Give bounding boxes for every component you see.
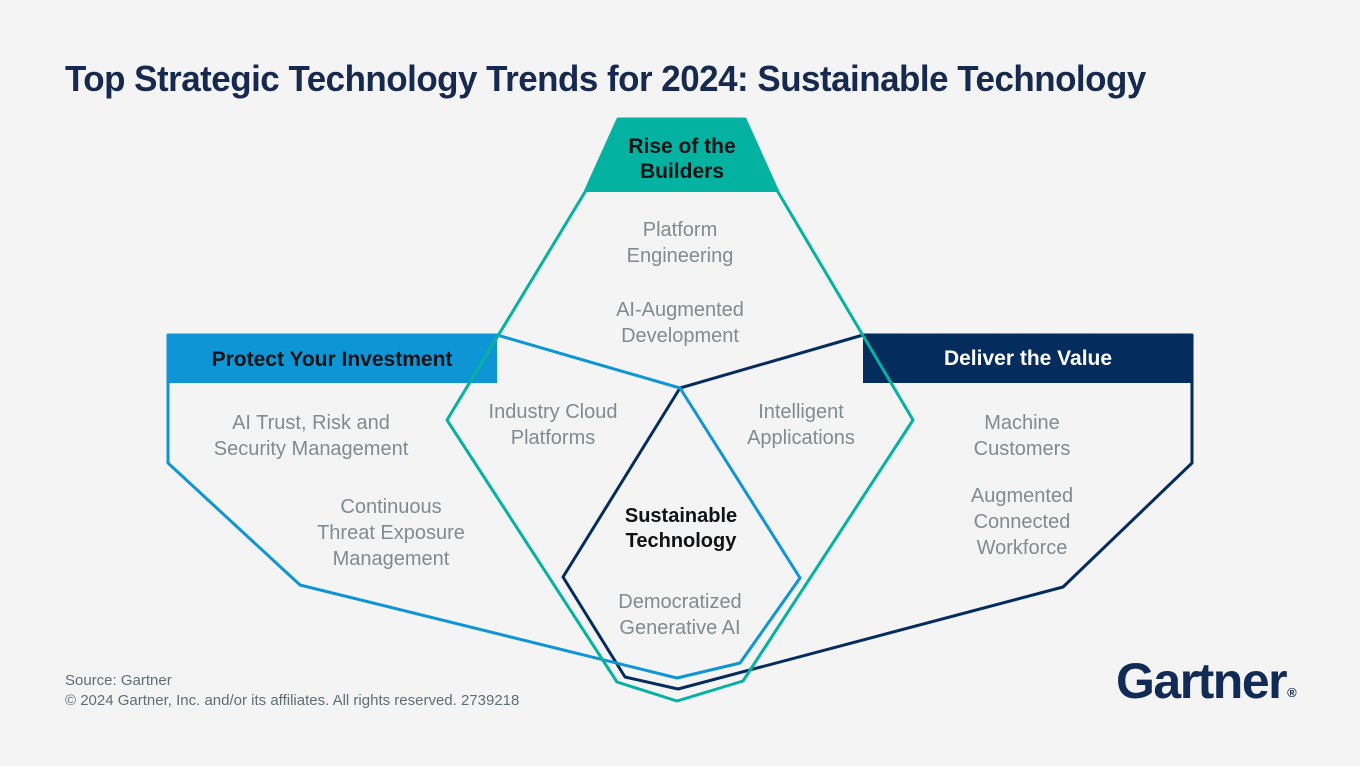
trend-platform-engineering: Platform Engineering [626,219,734,267]
deliver-header-label: Deliver the Value [943,347,1113,370]
source-note: Source: Gartner [65,672,172,689]
gartner-logo: Gartner® [1116,652,1297,710]
deliver-shape-outline [561,333,1194,691]
trend-ai-trust-risk-security: AI Trust, Risk and Security Management [213,412,409,460]
trend-augmented-connected-workforce: Augmented Connected Workforce [970,485,1074,559]
builders-header-label: Rise of the Builders [628,135,736,183]
protect-shape-outline [166,333,802,680]
deliver-header-band [863,335,1192,383]
footer: Source: Gartner © 2024 Gartner, Inc. and… [65,671,519,711]
protect-header-label: Protect Your Investment [211,348,453,371]
trend-sustainable-technology-highlight: Sustainable Technology [624,505,738,552]
copyright-note: © 2024 Gartner, Inc. and/or its affiliat… [65,692,520,709]
page-title: Top Strategic Technology Trends for 2024… [65,58,1146,99]
trend-continuous-threat-exposure: Continuous Threat Exposure Management [317,496,465,570]
trend-machine-customers: Machine Customers [973,412,1071,460]
builders-header-band [585,119,778,192]
builders-shape-outline [445,117,915,703]
registered-mark: ® [1287,684,1297,700]
trend-ai-augmented-development: AI-Augmented Development [616,299,744,347]
trend-industry-cloud-platforms: Industry Cloud Platforms [488,401,618,449]
protect-header-band [168,335,497,383]
gartner-logo-text: Gartner [1116,653,1288,709]
trend-democratized-generative-ai: Democratized Generative AI [618,591,742,639]
trend-intelligent-applications: Intelligent Applications [747,401,855,449]
